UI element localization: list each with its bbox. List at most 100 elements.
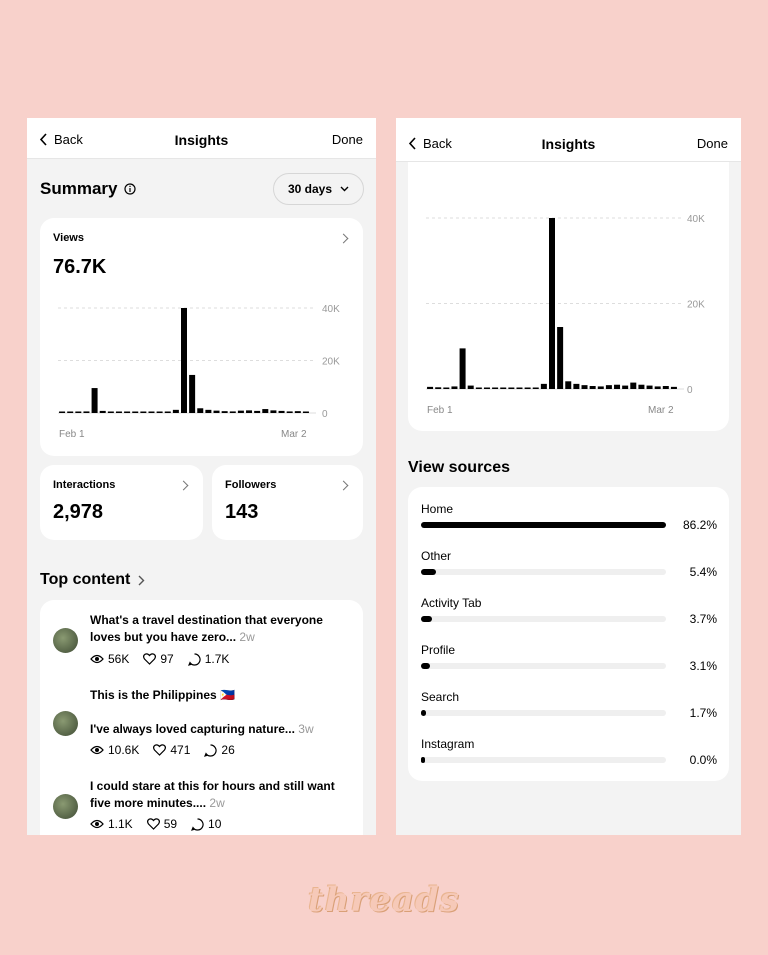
chart-bar <box>565 381 572 389</box>
reply-icon <box>191 817 204 831</box>
post-age: 2w <box>209 796 225 810</box>
top-content-link[interactable]: Top content <box>40 571 145 589</box>
chart-bar <box>589 386 596 389</box>
chart-bar <box>67 411 74 413</box>
chart-bar <box>213 410 220 413</box>
chart-bar <box>557 327 564 389</box>
interactions-value: 2,978 <box>53 501 104 523</box>
post-title: I could stare at this for hours and stil… <box>90 778 355 812</box>
chart-bar <box>614 384 621 389</box>
followers-value: 143 <box>225 501 259 523</box>
post-title: I've always loved capturing nature... 3w <box>90 721 350 738</box>
chart-bar <box>132 411 139 413</box>
date-range-dropdown[interactable]: 30 days <box>273 173 364 205</box>
views-value: 76.7K <box>53 256 107 278</box>
chart-bar <box>622 385 629 389</box>
chevron-down-icon <box>340 186 349 192</box>
post-replies: 26 <box>221 743 235 757</box>
chart-bar <box>278 410 285 413</box>
view-source-bar <box>421 710 426 716</box>
threads-logo: threads <box>308 880 460 920</box>
chart-bar <box>524 387 531 389</box>
chevron-left-icon <box>39 133 47 146</box>
chart-bar <box>286 411 293 413</box>
chevron-right-icon <box>178 480 189 491</box>
heart-icon <box>153 744 167 756</box>
views-chart-card: 0 20K 40K Feb 1 Mar 2 <box>408 138 729 431</box>
post-text-line2: I've always loved capturing nature... <box>90 722 295 736</box>
done-button[interactable]: Done <box>331 132 363 147</box>
views-card[interactable]: Views 76.7K 0 20K 40K Feb 1 Mar 2 <box>40 218 363 456</box>
view-source-label: Activity Tab <box>421 596 482 610</box>
post-age: 3w <box>298 722 314 736</box>
view-source-label: Home <box>421 502 454 516</box>
view-source-percent: 0.0% <box>689 753 717 767</box>
post-text-line2: loves but you have zero... <box>90 630 237 644</box>
back-button[interactable]: Back <box>408 136 452 151</box>
done-button[interactable]: Done <box>696 136 728 151</box>
view-source-bar <box>421 522 666 528</box>
reply-icon <box>204 743 217 757</box>
chart-bar <box>516 387 523 389</box>
chart-bar <box>99 410 106 413</box>
eye-icon <box>90 654 104 664</box>
left-screenshot: Back Insights Done Summary 30 days Views… <box>27 118 376 835</box>
chart-bar <box>164 411 171 413</box>
chevron-right-icon <box>338 233 349 244</box>
view-source-track <box>421 663 666 669</box>
post-text-line2: five more minutes.... <box>90 796 207 810</box>
chart-bar <box>508 387 515 389</box>
x-axis-end: Mar 2 <box>648 405 674 416</box>
chart-bar <box>549 218 555 389</box>
chart-bar <box>140 411 147 413</box>
followers-card[interactable]: Followers 143 <box>212 465 363 540</box>
chart-bar <box>597 386 604 389</box>
post-views: 10.6K <box>108 743 140 757</box>
chart-bar <box>670 386 677 389</box>
x-axis-start: Feb 1 <box>427 405 453 416</box>
view-source-track <box>421 522 666 528</box>
post-views: 56K <box>108 652 130 666</box>
view-source-bar <box>421 663 430 669</box>
view-sources-title: View sources <box>408 459 510 476</box>
post-likes: 471 <box>170 743 191 757</box>
eye-icon <box>90 819 104 829</box>
view-source-label: Instagram <box>421 737 475 751</box>
chart-bar <box>540 383 547 389</box>
chart-bar <box>270 410 277 413</box>
chart-bar <box>124 411 131 413</box>
info-icon[interactable] <box>124 183 137 195</box>
chart-bar <box>500 387 507 389</box>
view-source-track <box>421 569 666 575</box>
post-replies: 10 <box>208 817 222 831</box>
chart-bar <box>189 374 196 413</box>
chart-bar <box>115 411 122 413</box>
post-stats: 1.1K 59 10 <box>90 817 221 831</box>
chart-bar <box>467 385 474 389</box>
chart-bar <box>638 384 645 389</box>
view-source-track <box>421 616 666 622</box>
chevron-left-icon <box>408 137 416 150</box>
interactions-card[interactable]: Interactions 2,978 <box>40 465 203 540</box>
view-source-bar <box>421 616 432 622</box>
date-range-label: 30 days <box>287 182 333 196</box>
chart-bar <box>59 411 66 413</box>
summary-heading: Summary <box>40 179 137 199</box>
post-title: What's a travel destination that everyon… <box>90 612 350 646</box>
chart-bar <box>156 411 163 413</box>
chevron-right-icon <box>338 480 349 491</box>
chart-bar <box>246 410 253 413</box>
chart-bar <box>573 383 580 389</box>
chart-bar <box>654 386 661 389</box>
post-stats: 56K 97 1.7K <box>90 652 229 666</box>
view-source-track <box>421 757 666 763</box>
chart-bar <box>581 385 588 389</box>
views-chart: 0 20K 40K <box>58 304 340 420</box>
view-source-track <box>421 710 666 716</box>
top-content-card: What's a travel destination that everyon… <box>40 600 363 835</box>
back-button[interactable]: Back <box>39 132 83 147</box>
chart-bar <box>75 411 82 413</box>
y-tick-label: 40K <box>322 304 340 315</box>
chart-bar <box>229 411 236 413</box>
interactions-label: Interactions <box>53 479 116 491</box>
